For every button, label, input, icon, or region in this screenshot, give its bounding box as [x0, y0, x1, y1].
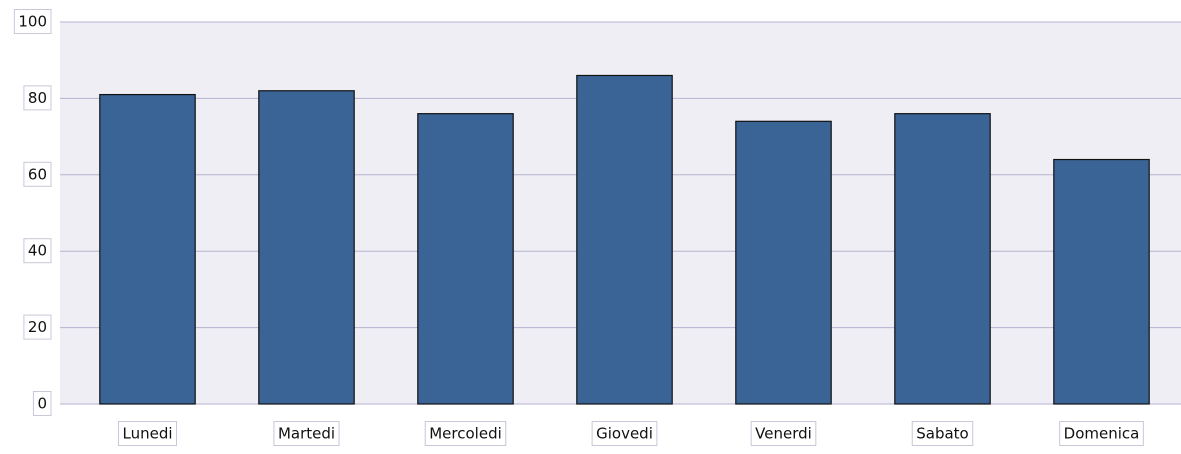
- label-box: [591, 421, 658, 446]
- y-tick-label: 0: [37, 395, 47, 413]
- y-tick-label: 20: [28, 318, 47, 336]
- bar: [576, 74, 673, 405]
- x-tick-label: Martedi: [278, 425, 335, 443]
- x-tick-label: Mercoledi: [429, 425, 502, 443]
- label-box: [23, 238, 52, 264]
- bar: [417, 113, 514, 405]
- label-box: [117, 421, 178, 446]
- bar: [894, 113, 991, 405]
- label-box: [750, 421, 817, 446]
- label-box: [32, 391, 52, 416]
- x-tick-label: Giovedi: [596, 425, 653, 443]
- label-box: [23, 161, 52, 187]
- y-tick-label: 60: [28, 165, 47, 183]
- y-tick-label: 80: [28, 89, 47, 107]
- x-tick-label: Domenica: [1064, 425, 1140, 443]
- bar: [258, 90, 355, 405]
- bar: [99, 93, 196, 405]
- label-box: [13, 9, 52, 34]
- label-box: [23, 314, 52, 340]
- label-box: [1059, 421, 1144, 446]
- label-box: [273, 421, 340, 446]
- label-box: [424, 421, 507, 446]
- y-tick-label: 100: [18, 13, 47, 31]
- x-tick-label: Sabato: [916, 425, 969, 443]
- x-tick-label: Lunedi: [122, 425, 172, 443]
- label-box: [911, 421, 974, 446]
- y-tick-label: 40: [28, 242, 47, 260]
- bar: [1053, 158, 1150, 405]
- bar: [735, 120, 832, 405]
- label-box: [23, 85, 52, 111]
- x-tick-label: Venerdi: [755, 425, 812, 443]
